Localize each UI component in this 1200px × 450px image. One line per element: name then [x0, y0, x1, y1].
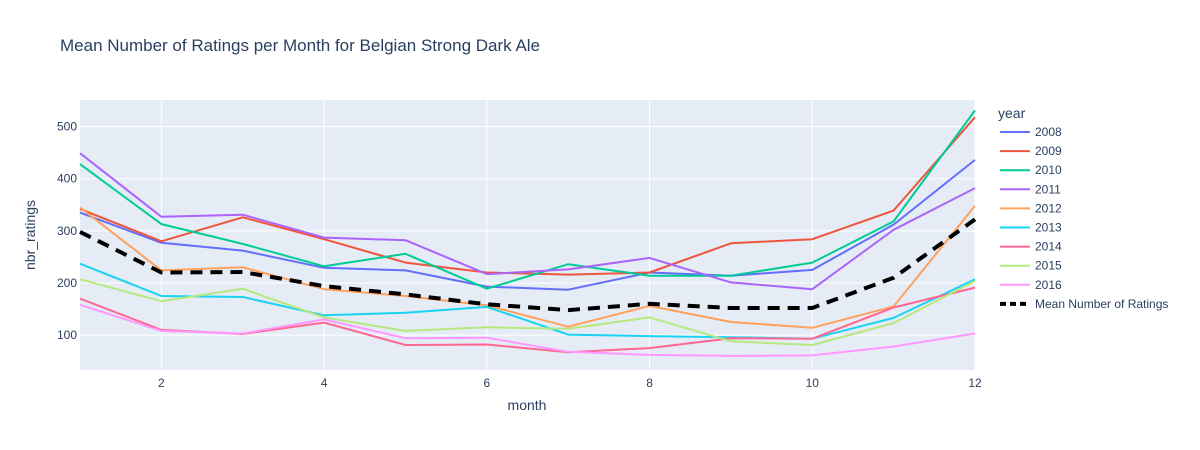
legend-label: 2012 [1035, 201, 1062, 215]
y-tick-label: 500 [57, 120, 77, 134]
legend-title: year [998, 105, 1026, 121]
x-tick-label: 8 [646, 376, 653, 390]
x-tick-label: 10 [806, 376, 820, 390]
y-axis-title: nbr_ratings [22, 200, 38, 270]
legend-label: 2015 [1035, 259, 1062, 273]
series-line-2008 [79, 159, 976, 291]
series-lines [79, 109, 977, 357]
series-line-2010 [79, 109, 976, 290]
x-tick-label: 4 [321, 376, 328, 390]
x-tick-label: 6 [483, 376, 490, 390]
y-tick-label: 200 [57, 276, 77, 290]
y-tick-label: 300 [57, 224, 77, 238]
plot-background [80, 100, 975, 370]
x-axis-title: month [508, 397, 547, 413]
y-axis-ticks: 100 200 300 400 500 [57, 120, 77, 342]
legend-label: 2013 [1035, 221, 1062, 235]
legend-label: 2014 [1035, 240, 1062, 254]
series-line-2012 [79, 205, 976, 329]
grid-lines [80, 100, 976, 370]
y-tick-label: 100 [57, 328, 77, 342]
y-tick-label: 400 [57, 172, 77, 186]
legend-label: 2009 [1035, 144, 1062, 158]
series-line-2016 [79, 303, 976, 357]
legend: year 2008 2009 2010 2011 2012 2013 2014 2015 201… [998, 105, 1168, 311]
legend-label: Mean Number of Ratings [1035, 297, 1168, 311]
series-line-2015 [79, 278, 976, 346]
series-line-2013 [79, 262, 976, 340]
legend-label: 2011 [1035, 182, 1061, 196]
legend-label: 2016 [1035, 278, 1062, 292]
legend-label: 2010 [1035, 163, 1062, 177]
chart-title: Mean Number of Ratings per Month for Bel… [60, 36, 540, 55]
x-tick-label: 12 [968, 376, 982, 390]
series-line-2009 [79, 116, 976, 276]
series-line-2011 [79, 152, 976, 291]
x-axis-ticks: 2 4 6 8 10 12 [158, 376, 982, 390]
legend-label: 2008 [1035, 125, 1062, 139]
x-tick-label: 2 [158, 376, 165, 390]
